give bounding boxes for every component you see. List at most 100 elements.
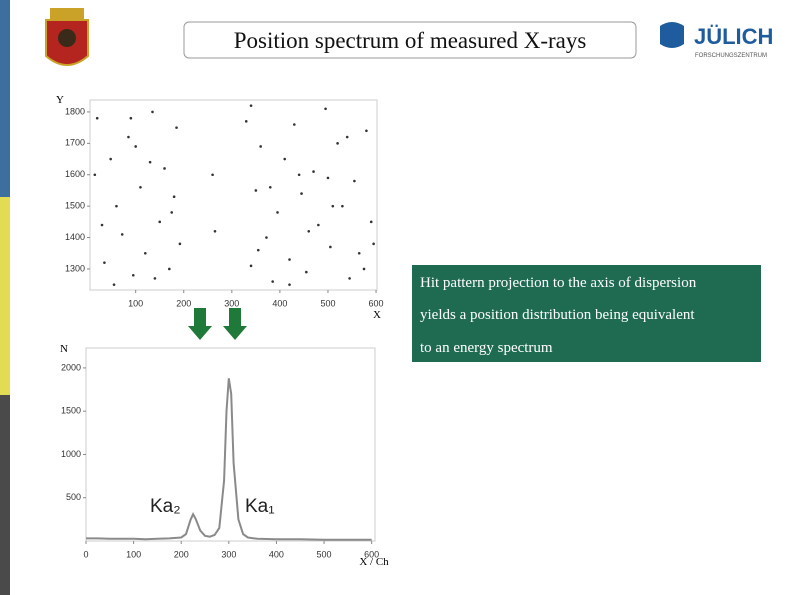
x-tick-label: 200 [174, 549, 189, 559]
hit-point [317, 223, 320, 227]
side-stripe [0, 395, 10, 595]
y-tick-label: 2000 [61, 362, 81, 372]
hit-point [353, 179, 356, 183]
hit-point [131, 273, 135, 277]
hit-point [158, 220, 162, 224]
hit-point [300, 192, 303, 195]
hit-point [256, 248, 260, 252]
side-stripe [0, 197, 10, 395]
hit-point [268, 186, 272, 189]
logo-name: JÜLICH [694, 24, 773, 49]
hit-point [175, 126, 178, 129]
x-tick-label: 300 [224, 298, 239, 308]
hit-point [372, 242, 375, 246]
x-tick-label: 500 [317, 549, 332, 559]
hit-point [129, 116, 133, 120]
hit-point [369, 220, 373, 224]
y-tick-label: 1800 [65, 106, 85, 116]
x-tick-label: 500 [320, 298, 335, 308]
x-tick-label: 300 [221, 549, 236, 559]
caption-line: yields a position distribution being equ… [420, 307, 695, 323]
hit-point [362, 267, 366, 271]
x-tick-label: 400 [269, 549, 284, 559]
hit-point [254, 189, 258, 192]
hit-point [178, 242, 182, 246]
hit-point [283, 157, 286, 161]
hit-point [336, 142, 339, 145]
x-tick-label: 0 [83, 549, 88, 559]
hit-point [127, 135, 130, 139]
hit-point [249, 264, 253, 268]
hit-point [93, 173, 97, 177]
arrow [223, 308, 247, 340]
plot-frame [85, 347, 376, 542]
hit-point [348, 277, 351, 280]
hit-point [168, 267, 171, 271]
spectrum-line [86, 378, 372, 541]
y-tick-label: 1500 [61, 406, 81, 416]
caption-box [412, 265, 761, 362]
x-tick-label: 400 [272, 298, 287, 308]
y-axis-label: N [60, 343, 68, 355]
peak-label: Ka₁ [245, 496, 275, 517]
hit-point [265, 236, 268, 239]
hit-point [297, 173, 301, 177]
hit-point [341, 204, 344, 208]
hit-point [143, 251, 147, 255]
hit-point [324, 107, 327, 111]
hit-point [271, 280, 274, 283]
x-tick-label: 200 [176, 298, 191, 308]
hit-point [134, 145, 137, 148]
arrow [188, 308, 212, 340]
y-tick-label: 1500 [65, 201, 85, 211]
y-tick-label: 1000 [61, 449, 81, 459]
hit-point [115, 204, 118, 208]
hit-point [109, 157, 112, 161]
julich-logo: JÜLICH FORSCHUNGSZENTRUM [660, 22, 773, 59]
y-tick-label: 1700 [65, 138, 85, 148]
side-stripe [0, 0, 10, 197]
hit-point [293, 123, 296, 126]
x-axis-label: X [373, 309, 381, 321]
y-tick-label: 500 [66, 492, 81, 502]
hit-point [95, 116, 99, 120]
hit-point [305, 270, 308, 274]
y-axis-label: Y [56, 94, 64, 106]
hit-point [170, 211, 174, 214]
hit-point [211, 173, 214, 177]
title-box [183, 21, 637, 59]
hit-point [100, 223, 104, 227]
x-axis-label: X / Ch [359, 556, 389, 568]
hit-point [139, 186, 142, 189]
y-tick-label: 1300 [65, 263, 85, 273]
hit-point [163, 167, 166, 170]
hit-point [307, 229, 311, 233]
hit-point [148, 160, 152, 164]
hit-point [120, 233, 124, 236]
hit-point [151, 110, 154, 114]
title: Position spectrum of measured X-rays [234, 28, 587, 53]
hit-point [172, 195, 176, 199]
x-tick-label: 100 [128, 298, 143, 308]
caption-line: to an energy spectrum [420, 340, 553, 356]
crest-logo [45, 8, 89, 66]
hit-point [276, 211, 279, 214]
hit-point [259, 145, 262, 148]
hit-point [312, 170, 315, 173]
hit-point [244, 120, 248, 123]
hit-point [213, 229, 217, 233]
hit-point [249, 104, 253, 107]
hit-point [329, 245, 332, 249]
logo-subtitle: FORSCHUNGSZENTRUM [695, 53, 767, 59]
hit-point [357, 251, 361, 255]
x-tick-label: 600 [364, 549, 379, 559]
hit-point [365, 129, 368, 133]
caption-line: Hit pattern projection to the axis of di… [420, 275, 697, 291]
y-tick-label: 1600 [65, 169, 85, 179]
y-tick-label: 1400 [65, 232, 85, 242]
hit-point [288, 258, 291, 261]
x-tick-label: 100 [126, 549, 141, 559]
hit-point [288, 283, 291, 286]
plot-frame [89, 99, 378, 291]
